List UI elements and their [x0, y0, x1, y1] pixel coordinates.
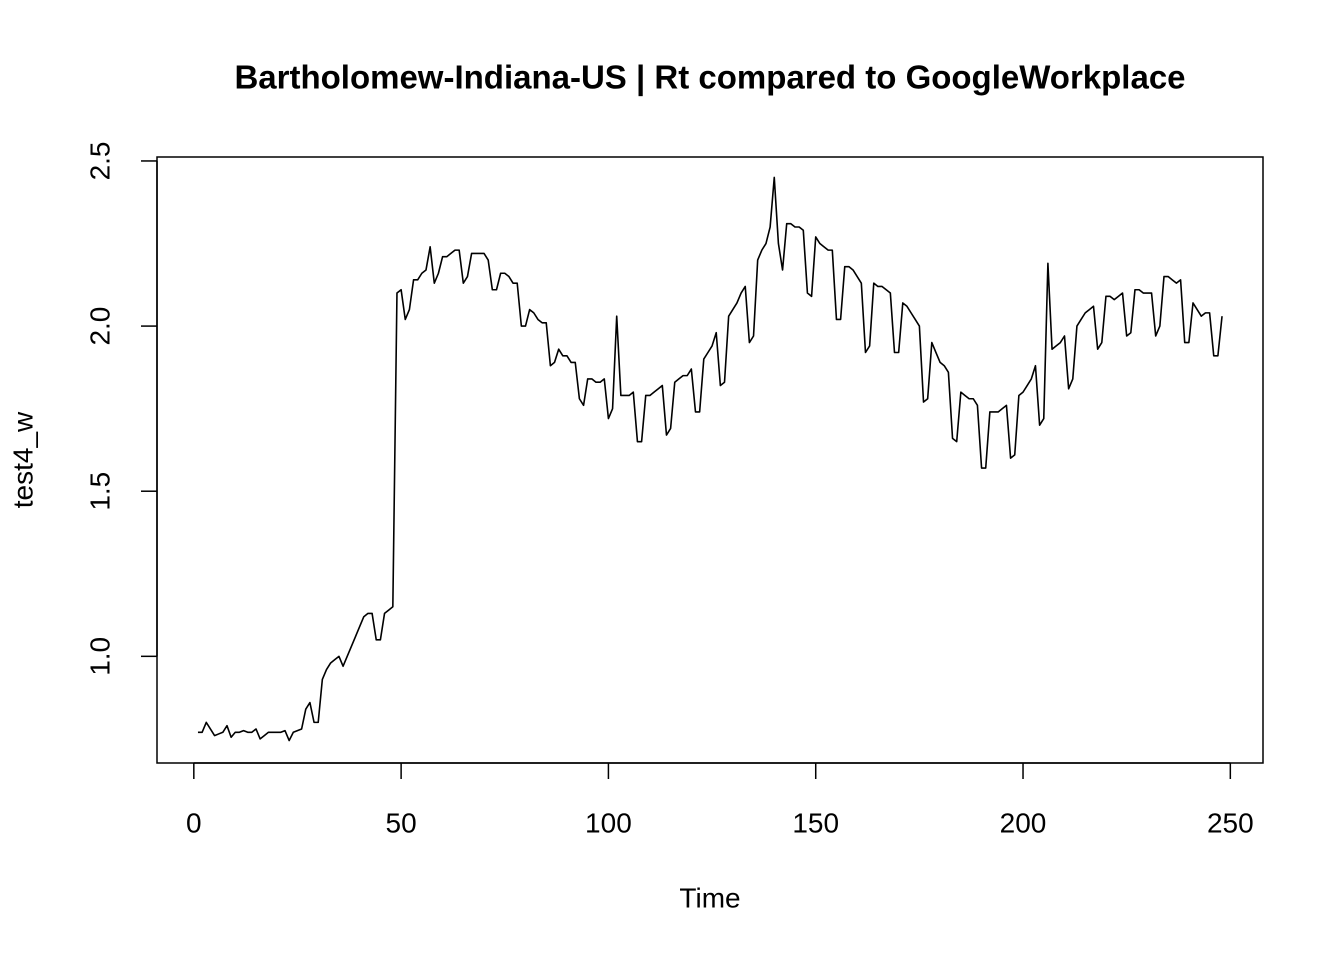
x-tick-label: 100 — [585, 807, 632, 838]
y-tick-label: 1.0 — [84, 637, 115, 676]
x-tick-label: 150 — [792, 807, 839, 838]
x-tick-label: 200 — [1000, 807, 1047, 838]
x-tick-label: 0 — [186, 807, 202, 838]
x-axis-label: Time — [679, 882, 740, 913]
x-tick-label: 250 — [1207, 807, 1254, 838]
chart-title: Bartholomew-Indiana-US | Rt compared to … — [234, 59, 1185, 96]
data-line — [197, 176, 1223, 742]
plot-box — [156, 156, 1264, 764]
y-tick-label: 1.5 — [84, 472, 115, 511]
y-axis-label: test4_w — [7, 411, 38, 508]
y-tick-label: 2.5 — [84, 141, 115, 180]
y-tick-label: 2.0 — [84, 307, 115, 346]
x-tick-label: 50 — [386, 807, 417, 838]
